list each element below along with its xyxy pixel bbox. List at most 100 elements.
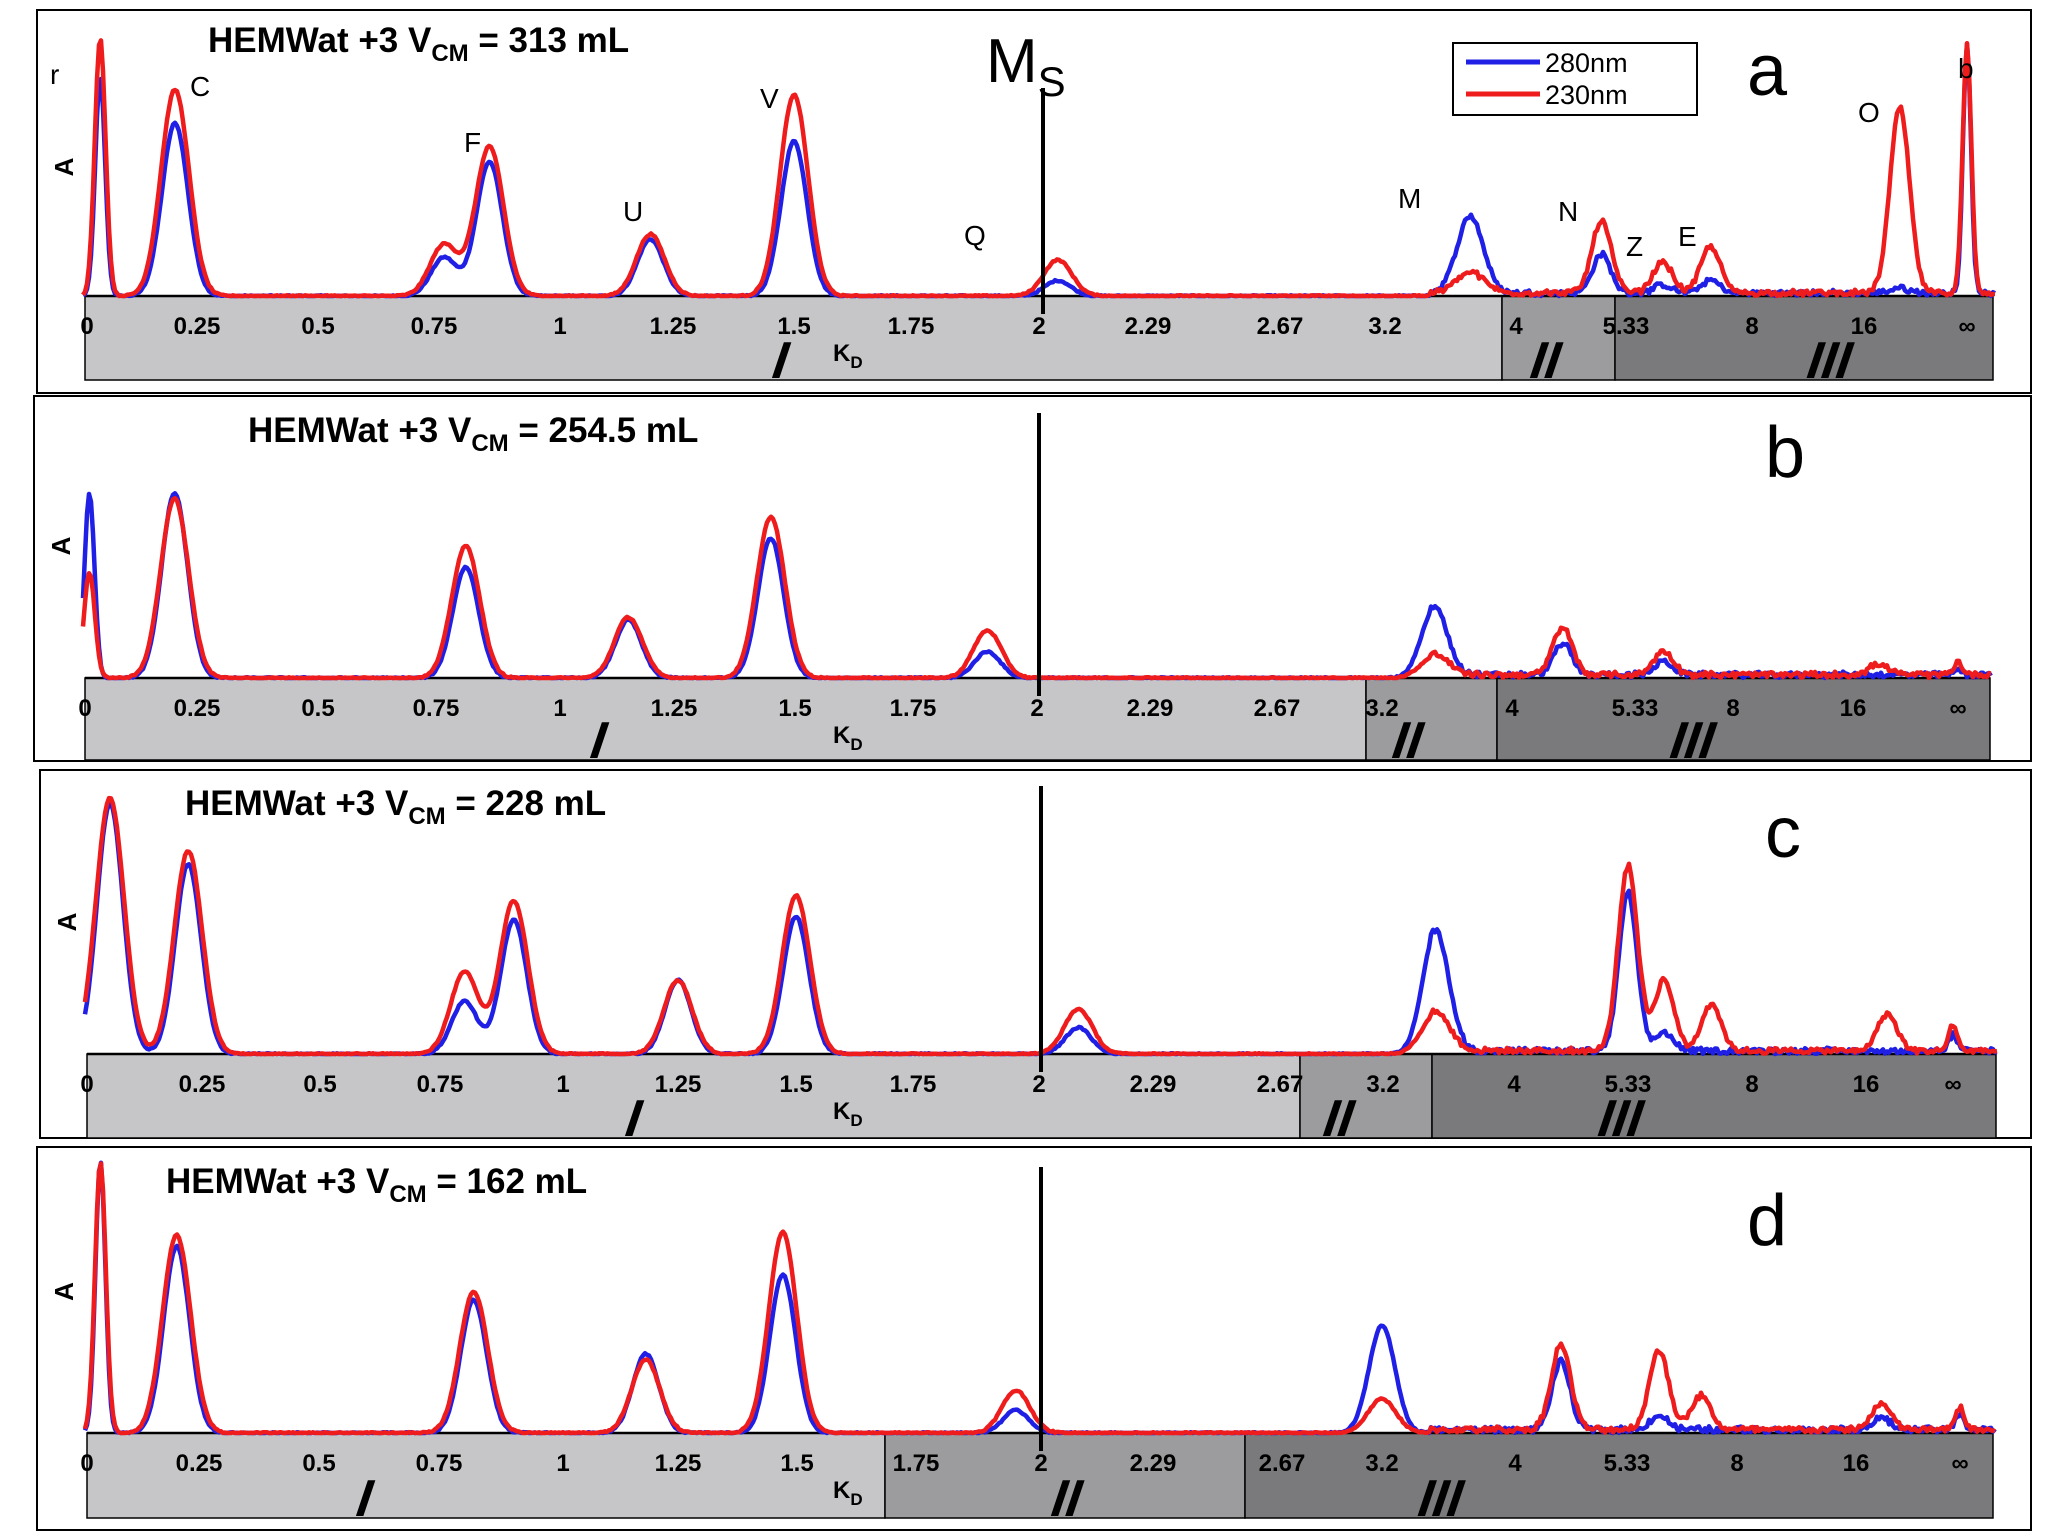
x-tick-label: 16 [1851, 313, 1878, 340]
x-tick-label: 0.5 [302, 1450, 335, 1477]
x-tick-label: 1 [556, 1071, 569, 1098]
kd-axis-label: KD [833, 340, 863, 372]
x-tick-label: 5.33 [1612, 695, 1659, 722]
ms-label-sub: S [1038, 58, 1066, 105]
panel-title-value: = 162 mL [427, 1162, 588, 1201]
panel-letter: c [1765, 793, 1801, 873]
region-label-III: III [1804, 332, 1857, 390]
peak-label-V: V [760, 83, 779, 114]
x-tick-label: 1 [553, 695, 566, 722]
x-tick-label: 0.75 [413, 695, 460, 722]
peak-label-r: r [50, 59, 59, 90]
x-tick-label: 2 [1030, 695, 1043, 722]
kd-axis-label-sub: D [850, 1111, 862, 1130]
x-tick-label: 4 [1507, 1071, 1521, 1098]
kd-axis-label-sub: D [850, 735, 862, 754]
panel-d: 0 0.25 0.5 0.75 1 1.25 1.5 1.75 2 2.29 2.67 3.2 4 5.3… [36, 1146, 2032, 1531]
peak-label-b: b [1958, 53, 1974, 84]
peak-label-C: C [190, 71, 210, 102]
peak-label-Z: Z [1626, 231, 1643, 262]
x-tick-label: 2 [1034, 1450, 1047, 1477]
x-tick-label: 1.75 [893, 1450, 940, 1477]
x-tick-label: 16 [1843, 1450, 1870, 1477]
x-tick-label: 1.5 [777, 313, 810, 340]
panel-title-sub: CM [408, 803, 445, 830]
legend-box [1452, 42, 1698, 116]
x-tick-label: 0.25 [174, 695, 221, 722]
x-tick-label: 2 [1032, 1071, 1045, 1098]
x-tick-label: 1.25 [655, 1450, 702, 1477]
x-tick-label: 4 [1508, 1450, 1522, 1477]
x-tick-label: 2.67 [1257, 1071, 1304, 1098]
y-axis-label: A [49, 1282, 79, 1301]
x-tick-label: 0 [80, 1450, 93, 1477]
panel-title-sub: CM [471, 430, 508, 457]
region-I-band [84, 295, 1503, 381]
kd-axis-label: KD [833, 1477, 863, 1509]
x-tick-label: 8 [1726, 695, 1739, 722]
x-tick-label: 1.5 [780, 1450, 813, 1477]
x-tick-label: 1 [553, 313, 566, 340]
x-tick-label: 2.29 [1127, 695, 1174, 722]
peak-label-M: M [1398, 183, 1421, 214]
x-tick-label: 2.67 [1254, 695, 1301, 722]
region-III-band [1431, 1053, 1997, 1139]
x-tick-label: 5.33 [1603, 313, 1650, 340]
region-III-band [1496, 677, 1991, 761]
x-tick-label: 1.25 [655, 1071, 702, 1098]
peak-label-F: F [464, 127, 481, 158]
region-II-band [1365, 677, 1498, 761]
peak-label-U: U [623, 196, 643, 227]
x-tick-label: 0 [80, 313, 93, 340]
y-axis-label: A [52, 912, 82, 931]
x-tick-label: 8 [1745, 1071, 1758, 1098]
region-label-III: III [1667, 712, 1720, 770]
panel-letter: b [1765, 413, 1805, 493]
x-tick-label: 1.75 [890, 695, 937, 722]
peak-label-E: E [1678, 221, 1697, 252]
region-I-band [86, 1053, 1301, 1139]
x-tick-label: 0.75 [417, 1071, 464, 1098]
x-tick-label: 5.33 [1605, 1071, 1652, 1098]
y-axis-label: A [46, 536, 76, 555]
x-tick-label: 0 [78, 695, 91, 722]
x-tick-label: 0.25 [179, 1071, 226, 1098]
x-tick-label: 4 [1505, 695, 1519, 722]
region-I-band [84, 677, 1367, 761]
x-tick-label: 16 [1840, 695, 1867, 722]
kd-axis-label-sub: D [850, 1490, 862, 1509]
region-III-band [1244, 1432, 1994, 1519]
region-I-band [86, 1432, 886, 1519]
x-tick-label: 0.5 [301, 695, 334, 722]
panel-title-sub: CM [431, 40, 468, 67]
x-tick-label: 1.75 [888, 313, 935, 340]
panel-b: 0 0.25 0.5 0.75 1 1.25 1.5 1.75 2 2.29 2.67 3.2 4 5.3… [33, 395, 2032, 770]
x-tick-label: 1 [556, 1450, 569, 1477]
panel-title: HEMWat +3 VCM = 228 mL [185, 784, 606, 830]
x-tick-label: 0.25 [176, 1450, 223, 1477]
x-tick-label: 1.75 [890, 1071, 937, 1098]
x-tick-label: 8 [1730, 1450, 1743, 1477]
legend-label-280nm: 280nm [1545, 48, 1628, 78]
peak-label-N: N [1558, 196, 1578, 227]
legend-label-230nm: 230nm [1545, 80, 1628, 110]
x-tick-label: 0.25 [174, 313, 221, 340]
x-tick-label: 3.2 [1365, 1450, 1398, 1477]
x-tick-label: 1.5 [778, 695, 811, 722]
x-tick-label: 3.2 [1366, 1071, 1399, 1098]
x-tick-label: ∞ [1944, 1071, 1961, 1098]
kd-axis-label-sub: D [850, 353, 862, 372]
x-tick-label: 2.67 [1257, 313, 1304, 340]
panel-a: 0 0.25 0.5 0.75 1 1.25 1.5 1.75 2 2.29 2.67 3.2 4 5.3… [36, 9, 2032, 394]
x-tick-label: 2.29 [1125, 313, 1172, 340]
x-tick-label: 2.67 [1259, 1450, 1306, 1477]
x-tick-label: 2.29 [1130, 1071, 1177, 1098]
x-tick-label: ∞ [1951, 1450, 1968, 1477]
region-label-III: III [1415, 1470, 1468, 1528]
x-tick-label: 2.29 [1130, 1450, 1177, 1477]
x-tick-label: 4 [1509, 313, 1523, 340]
x-tick-label: 3.2 [1365, 695, 1398, 722]
panel-letter: d [1747, 1181, 1787, 1261]
